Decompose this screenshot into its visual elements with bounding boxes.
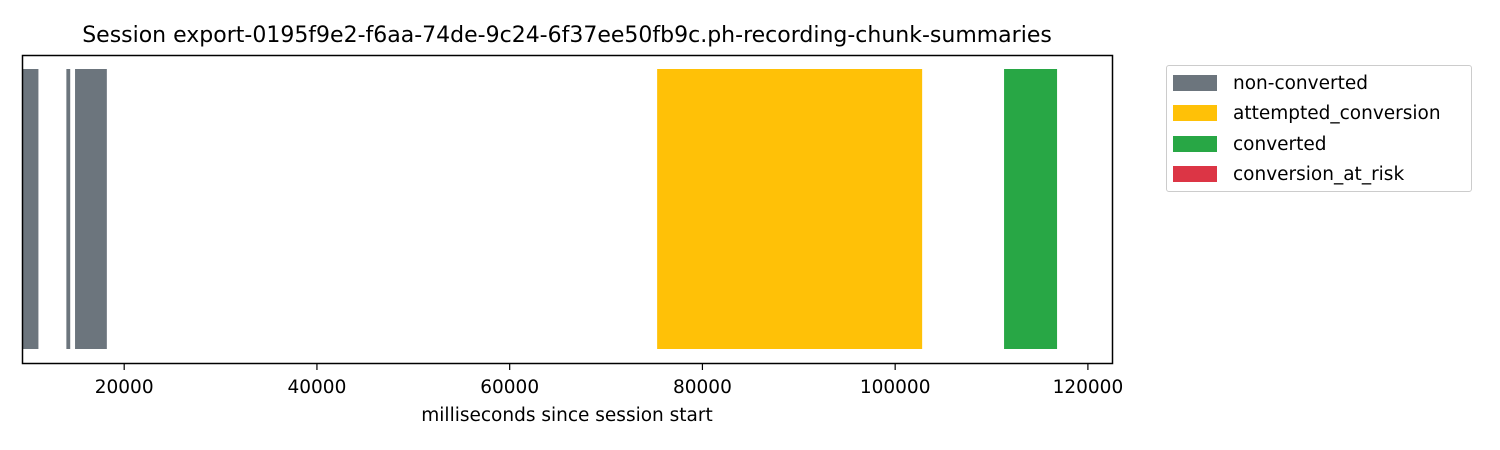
x-axis-label: milliseconds since session start	[421, 405, 712, 426]
x-tick-label: 40000	[288, 377, 347, 398]
legend-item-conversion-at-risk: conversion_at_risk	[1173, 162, 1404, 186]
legend-label: non-converted	[1233, 72, 1368, 94]
x-tick-label: 20000	[95, 377, 154, 398]
legend-label: converted	[1233, 133, 1327, 155]
chart-title: Session export-0195f9e2-f6aa-74de-9c24-6…	[82, 23, 1052, 48]
legend-item-attempted-conversion: attempted_conversion	[1173, 101, 1441, 125]
legend-swatch	[1173, 105, 1217, 121]
legend-swatch	[1173, 136, 1217, 152]
legend: non-converted attempted_conversion conve…	[1166, 65, 1472, 192]
x-tick-label: 120000	[1053, 377, 1124, 398]
x-tick-label: 80000	[673, 377, 732, 398]
x-tick-label: 100000	[860, 377, 931, 398]
legend-label: conversion_at_risk	[1233, 163, 1405, 185]
segments	[23, 69, 1058, 349]
legend-swatch	[1173, 75, 1217, 91]
segment-converted	[1004, 69, 1058, 349]
x-tick-label: 60000	[480, 377, 539, 398]
legend-swatch	[1173, 166, 1217, 182]
x-axis-ticks: 20000 40000 60000 80000 100000 120000	[95, 363, 1123, 398]
segment-non-converted	[23, 69, 39, 349]
legend-item-converted: converted	[1173, 132, 1327, 156]
legend-label: attempted_conversion	[1233, 102, 1441, 124]
segment-non-converted	[66, 69, 71, 349]
legend-item-non-converted: non-converted	[1173, 71, 1368, 95]
segment-attempted_conversion	[657, 69, 923, 349]
plot-frame	[21, 54, 1114, 365]
segment-non-converted	[75, 69, 107, 349]
